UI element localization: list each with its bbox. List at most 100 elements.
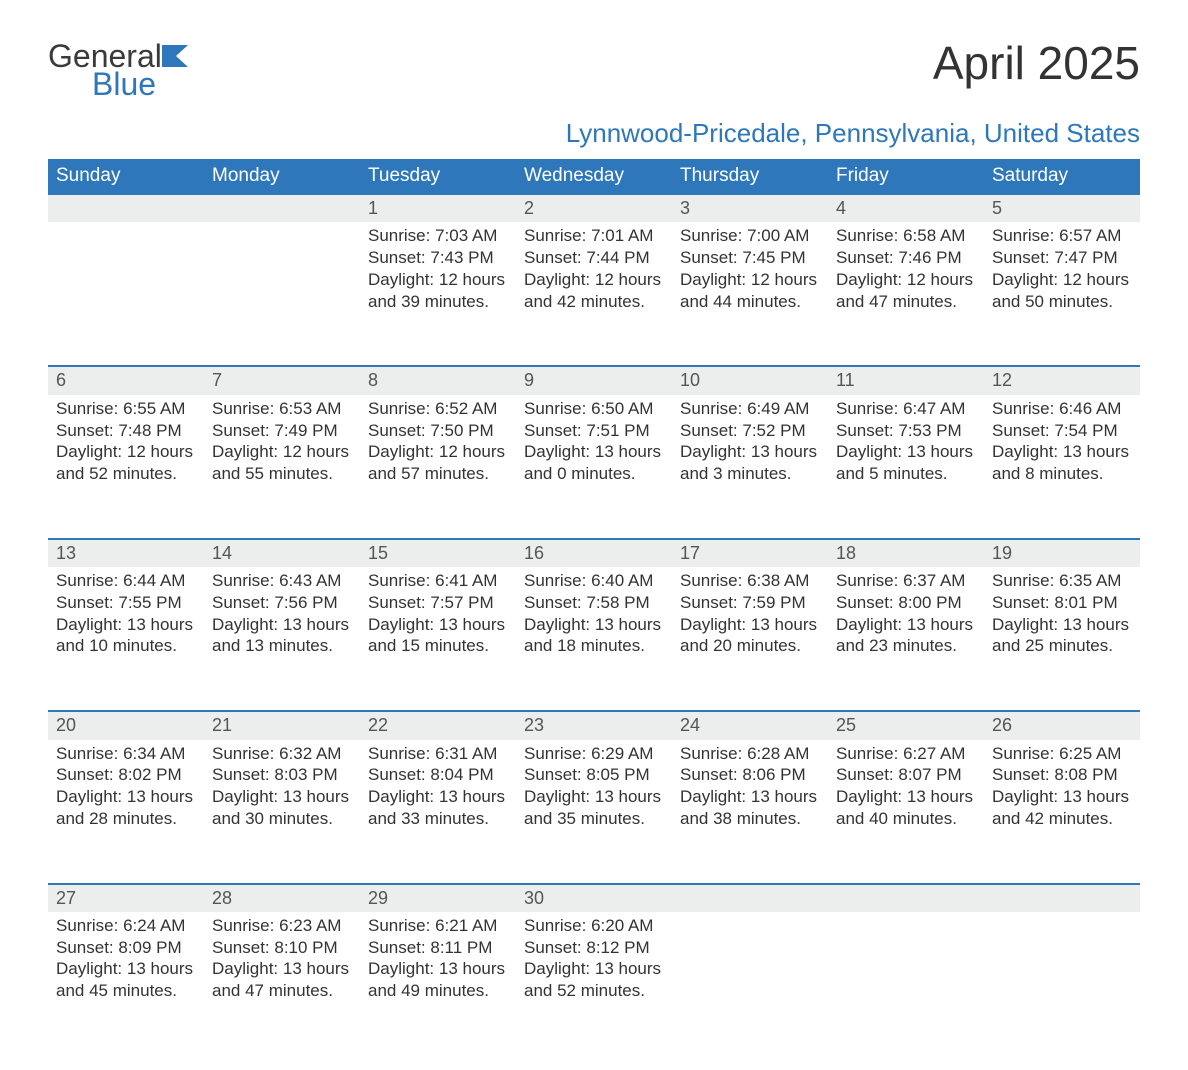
calendar-daynum-cell: . bbox=[672, 884, 828, 912]
day-details: Sunrise: 6:49 AMSunset: 7:52 PMDaylight:… bbox=[672, 395, 828, 491]
day-details: Sunrise: 6:34 AMSunset: 8:02 PMDaylight:… bbox=[48, 740, 204, 836]
daylight-line: Daylight: 13 hours and 13 minutes. bbox=[212, 614, 352, 658]
daylight-line: Daylight: 13 hours and 25 minutes. bbox=[992, 614, 1132, 658]
day-details: Sunrise: 6:29 AMSunset: 8:05 PMDaylight:… bbox=[516, 740, 672, 836]
day-number: 1 bbox=[360, 195, 516, 222]
daylight-line: Daylight: 13 hours and 33 minutes. bbox=[368, 786, 508, 830]
sunset-line: Sunset: 8:03 PM bbox=[212, 764, 352, 786]
sunrise-line: Sunrise: 6:57 AM bbox=[992, 225, 1132, 247]
day-details: Sunrise: 6:38 AMSunset: 7:59 PMDaylight:… bbox=[672, 567, 828, 663]
day-details: Sunrise: 6:25 AMSunset: 8:08 PMDaylight:… bbox=[984, 740, 1140, 836]
calendar-details-cell: Sunrise: 6:57 AMSunset: 7:47 PMDaylight:… bbox=[984, 222, 1140, 350]
day-details: Sunrise: 6:31 AMSunset: 8:04 PMDaylight:… bbox=[360, 740, 516, 836]
day-details: Sunrise: 6:20 AMSunset: 8:12 PMDaylight:… bbox=[516, 912, 672, 1008]
calendar-daynum-cell: 10 bbox=[672, 366, 828, 394]
day-number: 16 bbox=[516, 540, 672, 567]
sunset-line: Sunset: 7:59 PM bbox=[680, 592, 820, 614]
sunrise-line: Sunrise: 6:53 AM bbox=[212, 398, 352, 420]
day-details: Sunrise: 6:37 AMSunset: 8:00 PMDaylight:… bbox=[828, 567, 984, 663]
calendar-daynum-cell: 28 bbox=[204, 884, 360, 912]
day-details: Sunrise: 7:00 AMSunset: 7:45 PMDaylight:… bbox=[672, 222, 828, 318]
day-number: 25 bbox=[828, 712, 984, 739]
daylight-line: Daylight: 12 hours and 52 minutes. bbox=[56, 441, 196, 485]
sunrise-line: Sunrise: 6:28 AM bbox=[680, 743, 820, 765]
calendar-daynum-cell: . bbox=[48, 194, 204, 222]
calendar-details-cell: Sunrise: 6:21 AMSunset: 8:11 PMDaylight:… bbox=[360, 912, 516, 1040]
calendar-spacer-row bbox=[48, 350, 1140, 366]
day-number: 30 bbox=[516, 885, 672, 912]
calendar-daynum-cell: 21 bbox=[204, 711, 360, 739]
day-number: 24 bbox=[672, 712, 828, 739]
calendar-details-cell: Sunrise: 7:03 AMSunset: 7:43 PMDaylight:… bbox=[360, 222, 516, 350]
sunrise-line: Sunrise: 6:49 AM bbox=[680, 398, 820, 420]
calendar-details-cell: Sunrise: 6:20 AMSunset: 8:12 PMDaylight:… bbox=[516, 912, 672, 1040]
calendar-daynum-cell: . bbox=[204, 194, 360, 222]
calendar-daynum-cell: 8 bbox=[360, 366, 516, 394]
sunrise-line: Sunrise: 7:00 AM bbox=[680, 225, 820, 247]
calendar-details-cell: . bbox=[672, 912, 828, 1040]
day-number: 15 bbox=[360, 540, 516, 567]
sunrise-line: Sunrise: 6:37 AM bbox=[836, 570, 976, 592]
calendar-header-cell: Wednesday bbox=[516, 159, 672, 194]
calendar-details-cell: Sunrise: 6:40 AMSunset: 7:58 PMDaylight:… bbox=[516, 567, 672, 695]
calendar-details-cell: Sunrise: 7:00 AMSunset: 7:45 PMDaylight:… bbox=[672, 222, 828, 350]
calendar-daynum-cell: 5 bbox=[984, 194, 1140, 222]
calendar-details-cell: Sunrise: 6:38 AMSunset: 7:59 PMDaylight:… bbox=[672, 567, 828, 695]
day-number: 9 bbox=[516, 367, 672, 394]
calendar-details-cell: Sunrise: 6:53 AMSunset: 7:49 PMDaylight:… bbox=[204, 395, 360, 523]
calendar-details-cell: Sunrise: 6:37 AMSunset: 8:00 PMDaylight:… bbox=[828, 567, 984, 695]
day-details: Sunrise: 6:46 AMSunset: 7:54 PMDaylight:… bbox=[984, 395, 1140, 491]
day-number: 12 bbox=[984, 367, 1140, 394]
sunset-line: Sunset: 7:50 PM bbox=[368, 420, 508, 442]
calendar-details-cell: Sunrise: 6:35 AMSunset: 8:01 PMDaylight:… bbox=[984, 567, 1140, 695]
daylight-line: Daylight: 13 hours and 42 minutes. bbox=[992, 786, 1132, 830]
day-number: 5 bbox=[984, 195, 1140, 222]
calendar-daynum-cell: 27 bbox=[48, 884, 204, 912]
spacer-cell bbox=[48, 695, 1140, 711]
sunrise-line: Sunrise: 6:25 AM bbox=[992, 743, 1132, 765]
calendar-details-cell: Sunrise: 6:34 AMSunset: 8:02 PMDaylight:… bbox=[48, 740, 204, 868]
calendar-daynum-row: 27282930... bbox=[48, 884, 1140, 912]
calendar-daynum-cell: 13 bbox=[48, 539, 204, 567]
calendar-daynum-cell: . bbox=[984, 884, 1140, 912]
calendar-daynum-row: ..12345 bbox=[48, 194, 1140, 222]
calendar-daynum-cell: 24 bbox=[672, 711, 828, 739]
daylight-line: Daylight: 13 hours and 10 minutes. bbox=[56, 614, 196, 658]
calendar-details-cell: . bbox=[828, 912, 984, 1040]
sunrise-line: Sunrise: 6:44 AM bbox=[56, 570, 196, 592]
calendar-header-cell: Friday bbox=[828, 159, 984, 194]
calendar-daynum-cell: 30 bbox=[516, 884, 672, 912]
calendar-details-cell: Sunrise: 6:58 AMSunset: 7:46 PMDaylight:… bbox=[828, 222, 984, 350]
calendar-details-cell: Sunrise: 6:44 AMSunset: 7:55 PMDaylight:… bbox=[48, 567, 204, 695]
calendar-details-cell: Sunrise: 6:49 AMSunset: 7:52 PMDaylight:… bbox=[672, 395, 828, 523]
daylight-line: Daylight: 12 hours and 47 minutes. bbox=[836, 269, 976, 313]
sunrise-line: Sunrise: 6:47 AM bbox=[836, 398, 976, 420]
day-number: 18 bbox=[828, 540, 984, 567]
calendar-details-cell: Sunrise: 6:29 AMSunset: 8:05 PMDaylight:… bbox=[516, 740, 672, 868]
day-details: Sunrise: 6:47 AMSunset: 7:53 PMDaylight:… bbox=[828, 395, 984, 491]
day-number: 17 bbox=[672, 540, 828, 567]
sunset-line: Sunset: 8:06 PM bbox=[680, 764, 820, 786]
calendar-details-cell: . bbox=[204, 222, 360, 350]
daylight-line: Daylight: 12 hours and 42 minutes. bbox=[524, 269, 664, 313]
daylight-line: Daylight: 13 hours and 38 minutes. bbox=[680, 786, 820, 830]
daylight-line: Daylight: 13 hours and 28 minutes. bbox=[56, 786, 196, 830]
daylight-line: Daylight: 13 hours and 40 minutes. bbox=[836, 786, 976, 830]
daylight-line: Daylight: 12 hours and 44 minutes. bbox=[680, 269, 820, 313]
calendar-details-cell: Sunrise: 6:27 AMSunset: 8:07 PMDaylight:… bbox=[828, 740, 984, 868]
day-number: 3 bbox=[672, 195, 828, 222]
sunset-line: Sunset: 8:12 PM bbox=[524, 937, 664, 959]
day-number: 7 bbox=[204, 367, 360, 394]
day-number: 8 bbox=[360, 367, 516, 394]
day-details: Sunrise: 6:23 AMSunset: 8:10 PMDaylight:… bbox=[204, 912, 360, 1008]
day-details: Sunrise: 6:50 AMSunset: 7:51 PMDaylight:… bbox=[516, 395, 672, 491]
calendar-daynum-cell: 20 bbox=[48, 711, 204, 739]
daylight-line: Daylight: 13 hours and 8 minutes. bbox=[992, 441, 1132, 485]
day-details: Sunrise: 6:32 AMSunset: 8:03 PMDaylight:… bbox=[204, 740, 360, 836]
sunset-line: Sunset: 8:01 PM bbox=[992, 592, 1132, 614]
daylight-line: Daylight: 13 hours and 30 minutes. bbox=[212, 786, 352, 830]
calendar-details-cell: Sunrise: 6:50 AMSunset: 7:51 PMDaylight:… bbox=[516, 395, 672, 523]
calendar-header-cell: Monday bbox=[204, 159, 360, 194]
calendar-details-cell: Sunrise: 6:28 AMSunset: 8:06 PMDaylight:… bbox=[672, 740, 828, 868]
day-details: Sunrise: 6:58 AMSunset: 7:46 PMDaylight:… bbox=[828, 222, 984, 318]
